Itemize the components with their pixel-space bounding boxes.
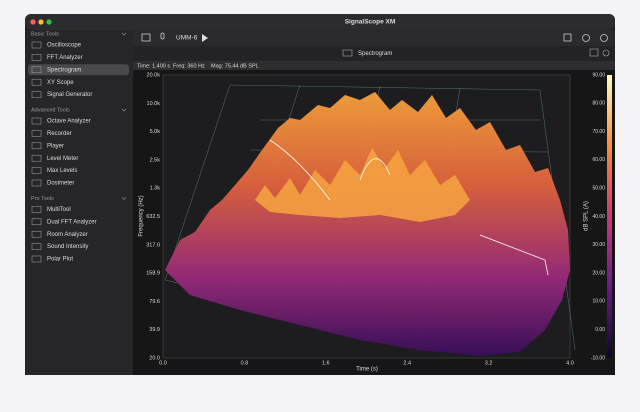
tool-item[interactable]: MultiTool	[47, 207, 71, 213]
y-tick-label: 2.5k	[150, 157, 161, 163]
y-tick-label: 317.0	[146, 242, 160, 248]
tool-item[interactable]: Polar Plot	[47, 257, 73, 263]
tool-item[interactable]: Dual FFT Analyzer	[47, 219, 97, 225]
window-title: SignalScope XM	[345, 19, 396, 26]
status-bar	[133, 61, 615, 70]
y-tick-label: 632.5	[146, 214, 160, 220]
y-tick-label: 20.0k	[147, 72, 161, 78]
tool-item[interactable]: Oscilloscope	[47, 43, 82, 49]
status-value: Time: 1.400 s	[137, 63, 170, 69]
tool-item[interactable]: Sound Intensity	[47, 244, 88, 250]
colorbar-tick-label: 20.00	[592, 270, 605, 276]
colorbar-tick-label: 60.00	[592, 157, 605, 163]
x-tick-label: 0.8	[241, 360, 249, 366]
color-bar	[607, 75, 612, 358]
tool-item[interactable]: Max Levels	[47, 168, 77, 174]
x-tick-label: 4.0	[566, 360, 574, 366]
y-tick-label: 1.3k	[150, 186, 161, 192]
y-tick-label: 79.6	[149, 299, 160, 305]
tool-item[interactable]: Octave Analyzer	[47, 119, 91, 125]
y-tick-label: 5.0k	[150, 129, 161, 135]
colorbar-tick-label: 0.00	[595, 327, 605, 333]
y-tick-label: 39.9	[149, 327, 160, 333]
z-axis-label: dB SPL (A)	[584, 201, 590, 231]
y-axis-label: Frequency (Hz)	[139, 195, 145, 236]
colorbar-tick-label: 90.00	[592, 72, 605, 78]
zoom-button[interactable]	[46, 19, 51, 24]
minimize-button[interactable]	[38, 19, 43, 24]
close-button[interactable]	[30, 19, 35, 24]
x-tick-label: 1.6	[322, 360, 330, 366]
x-tick-label: 0.0	[159, 360, 167, 366]
colorbar-tick-label: 10.00	[592, 299, 605, 305]
colorbar-tick-label: 40.00	[592, 214, 605, 220]
x-tick-label: 2.4	[403, 360, 411, 366]
tool-item[interactable]: Signal Generator	[47, 92, 92, 98]
colorbar-tick-label: 80.00	[592, 101, 605, 107]
colorbar-tick-label: 30.00	[592, 242, 605, 248]
device-name[interactable]: UMM-6	[176, 35, 198, 42]
tool-item[interactable]: Level Meter	[47, 156, 78, 162]
section-heading: Basic Tools	[31, 31, 59, 37]
colorbar-tick-label: 70.00	[592, 129, 605, 135]
x-axis-label: Time (s)	[356, 367, 378, 373]
tool-item[interactable]: Recorder	[47, 131, 72, 137]
section-heading: Advanced Tools	[31, 107, 70, 113]
title-bar	[25, 14, 615, 30]
colorbar-tick-label: 50.00	[592, 186, 605, 192]
status-value: Freq: 360 Hz	[173, 63, 205, 69]
y-tick-label: 158.9	[146, 271, 160, 277]
tool-item[interactable]: Room Analyzer	[47, 232, 88, 238]
y-tick-label: 10.0k	[147, 101, 161, 107]
status-value: Mag: 75.44 dB SPL	[211, 63, 259, 69]
x-tick-label: 3.2	[485, 360, 493, 366]
colorbar-tick-label: -10.00	[591, 355, 605, 361]
tool-item[interactable]: FFT Analyzer	[47, 55, 83, 61]
tool-item[interactable]: Dosimeter	[47, 181, 74, 187]
tool-item[interactable]: Player	[47, 143, 64, 149]
tool-item[interactable]: Spectrogram	[47, 67, 81, 73]
tool-item[interactable]: XY Scope	[47, 80, 74, 86]
section-heading: Pro Tools	[31, 196, 54, 202]
status-readout: Time: 1.400 sFreq: 360 Hz Mag: 75.44 dB S…	[137, 63, 259, 69]
tab-label[interactable]: Spectrogram	[358, 51, 392, 57]
